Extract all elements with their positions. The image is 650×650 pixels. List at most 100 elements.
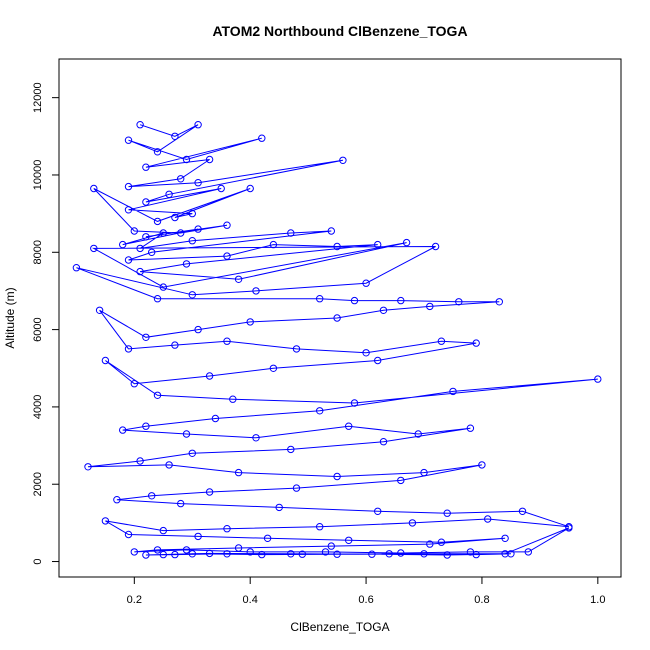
data-point [177, 229, 185, 237]
data-point [345, 536, 353, 544]
data-point [153, 148, 162, 156]
y-tick-label: 12000 [32, 82, 44, 113]
data-point [263, 534, 272, 542]
data-point [223, 252, 231, 260]
data-point [258, 134, 266, 142]
data-point [426, 540, 434, 548]
data-point [321, 548, 330, 556]
data-point [101, 517, 110, 525]
data-point [113, 496, 121, 504]
data-point [246, 548, 254, 556]
data-point [333, 472, 341, 481]
data-point [119, 240, 127, 249]
data-point [345, 422, 353, 430]
data-point [397, 296, 405, 305]
data-point [287, 445, 295, 454]
data-point [194, 532, 202, 541]
data-point [171, 132, 179, 141]
data-point [159, 283, 168, 291]
data-point [501, 534, 509, 542]
data-point [472, 550, 480, 559]
y-tick-label: 6000 [32, 317, 44, 341]
data-point [90, 244, 98, 253]
x-tick-label: 0.2 [127, 594, 142, 606]
data-point [414, 430, 422, 438]
y-tick-label: 10000 [32, 160, 44, 191]
data-point [333, 242, 341, 251]
data-point [124, 345, 133, 353]
data-point [205, 488, 214, 496]
data-point [234, 275, 243, 283]
y-tick-label: 0 [32, 558, 44, 564]
y-tick-label: 4000 [32, 395, 44, 419]
data-point [194, 225, 202, 233]
data-point [437, 538, 446, 546]
data-point [431, 242, 440, 251]
data-point [217, 184, 225, 193]
data-point [159, 526, 168, 535]
data-point [148, 248, 156, 257]
data-point [153, 391, 162, 399]
plot-area [72, 121, 602, 559]
data-points [72, 121, 602, 559]
data-point [148, 492, 156, 500]
data-point [188, 550, 197, 558]
data-point [72, 264, 81, 272]
data-point [171, 341, 179, 349]
data-point [165, 190, 173, 199]
data-point [177, 175, 185, 183]
data-point [223, 525, 231, 533]
data-point [524, 548, 532, 556]
data-point [130, 548, 139, 556]
plot-frame [58, 58, 622, 578]
y-tick-label: 8000 [32, 240, 44, 264]
data-point [316, 295, 324, 303]
data-point [171, 213, 179, 222]
data-point [194, 121, 202, 129]
data-point [246, 318, 254, 326]
data-point [316, 523, 324, 531]
x-axis-label: ClBenzene_TOGA [290, 620, 389, 634]
data-point [124, 256, 133, 264]
data-point [205, 549, 214, 558]
data-point [350, 399, 359, 407]
data-point [194, 325, 202, 334]
data-point [426, 302, 434, 311]
data-point [449, 387, 457, 396]
data-point [484, 515, 492, 523]
data-point [142, 198, 150, 206]
data-point [466, 548, 475, 556]
data-point [292, 345, 301, 353]
data-point [252, 434, 260, 442]
data-point [495, 298, 503, 306]
data-point [269, 240, 278, 249]
x-tick-label: 0.4 [243, 594, 258, 606]
data-point [194, 179, 202, 187]
data-point [333, 550, 341, 558]
y-axis-label: Altitude (m) [3, 287, 17, 348]
data-point [165, 461, 173, 469]
data-point [153, 295, 162, 303]
data-point [362, 279, 370, 287]
data-point [339, 156, 347, 165]
data-point [182, 155, 191, 164]
y-axis: 0 2000 4000 6000 8000 10000 12000 [32, 82, 59, 565]
data-point [379, 438, 388, 446]
data-point [292, 484, 301, 492]
data-point [223, 550, 231, 558]
data-point [182, 260, 191, 268]
data-point [327, 227, 335, 235]
data-point [182, 430, 191, 438]
data-point [205, 155, 214, 164]
data-point [153, 546, 162, 554]
data-point [316, 407, 324, 415]
data-point [333, 314, 341, 322]
data-point [124, 136, 133, 144]
data-point [95, 306, 104, 314]
data-point [287, 229, 295, 237]
x-tick-label: 0.8 [474, 594, 489, 606]
data-point [565, 524, 573, 532]
data-point [374, 356, 382, 365]
data-point [142, 551, 150, 559]
